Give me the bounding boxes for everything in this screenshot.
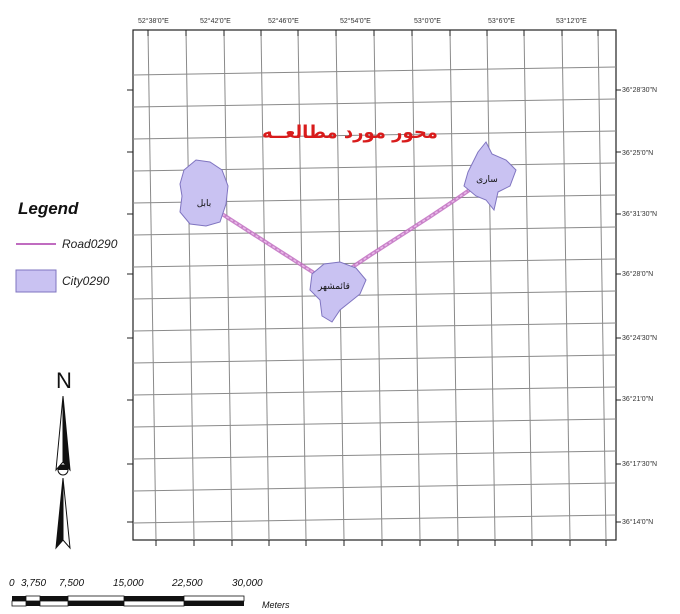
longitude-label: 52°46'0"E	[268, 17, 299, 25]
latitude-label: 36°28'0"N	[622, 270, 653, 278]
latitude-label: 36°21'0"N	[622, 395, 653, 403]
parallel-line	[132, 450, 617, 460]
scale-label: 30,000	[232, 578, 263, 589]
legend-city-symbol	[15, 269, 57, 293]
scale-label: 22,500	[171, 578, 203, 589]
parallel-line	[132, 418, 617, 428]
latitude-labels: 36°28'30"N 36°25'0"N 36°31'30"N 36°28'0"…	[622, 86, 657, 526]
meridian-line	[260, 29, 270, 541]
city-polygon-babol	[179, 159, 229, 227]
scale-bar: 0 3,750 7,500 15,000 22,500 30,000 Meter…	[9, 578, 290, 610]
city-label-sari: ساری	[476, 175, 498, 185]
longitude-label: 53°12'0"E	[556, 17, 587, 25]
longitude-label: 52°54'0"E	[340, 17, 371, 25]
latitude-label: 36°28'30"N	[622, 86, 657, 94]
scale-label: 3,750	[21, 578, 46, 589]
parallel-line	[132, 322, 617, 332]
latitude-label: 36°24'30"N	[622, 334, 657, 342]
latitude-label: 36°31'30"N	[622, 210, 657, 218]
south-arrow-right-half	[62, 477, 71, 550]
longitude-label: 53°6'0"E	[488, 17, 515, 25]
north-arrow: N	[55, 368, 72, 550]
meridian-line	[147, 29, 157, 541]
longitude-label: 53°0'0"E	[414, 17, 441, 25]
graticule	[127, 29, 621, 546]
meridian-line	[486, 29, 496, 541]
meridian-line	[449, 29, 459, 541]
parallel-line	[132, 66, 617, 76]
longitude-labels: 52°38'0"E 52°42'0"E 52°46'0"E 52°54'0"E …	[138, 17, 587, 25]
parallel-line	[132, 226, 617, 236]
city-label-qaemshahr: قائمشهر	[317, 282, 350, 292]
latitude-label: 36°25'0"N	[622, 149, 653, 157]
latitude-label: 36°14'0"N	[622, 518, 653, 526]
legend-title: Legend	[18, 199, 79, 218]
parallel-line	[132, 130, 617, 140]
meridian-line	[597, 29, 607, 541]
map-title: محور مورد مطالعــه	[262, 122, 438, 143]
scale-label: 15,000	[113, 578, 144, 589]
city-label-babol: بابل	[197, 199, 212, 209]
parallel-line	[132, 482, 617, 492]
compass-circle-fill	[58, 465, 68, 470]
scale-label: 0	[9, 578, 15, 589]
meridian-line	[523, 29, 533, 541]
legend: Legend Road0290 City0290	[15, 199, 118, 293]
south-arrow-left-half	[55, 477, 64, 550]
parallel-line	[132, 354, 617, 364]
north-label: N	[56, 368, 72, 393]
north-arrow-left-half	[55, 395, 64, 472]
parallel-line	[132, 258, 617, 268]
parallel-line	[132, 514, 617, 524]
meridian-line	[223, 29, 233, 541]
parallel-line	[132, 98, 617, 108]
meridian-line	[185, 29, 195, 541]
scale-units: Meters	[262, 600, 290, 610]
meridian-line	[297, 29, 307, 541]
legend-city-label: City0290	[62, 274, 110, 288]
latitude-label: 36°17'30"N	[622, 460, 657, 468]
city-polygon-sari	[463, 141, 517, 212]
legend-road-label: Road0290	[62, 237, 118, 251]
city-polygon-qaemshahr	[309, 261, 367, 323]
longitude-label: 52°42'0"E	[200, 17, 231, 25]
parallel-line	[132, 290, 617, 300]
meridian-line	[411, 29, 421, 541]
north-arrow-right-half	[62, 395, 71, 472]
meridian-line	[561, 29, 571, 541]
parallel-line	[132, 386, 617, 396]
map-frame	[132, 29, 617, 541]
scale-label: 7,500	[59, 578, 84, 589]
longitude-label: 52°38'0"E	[138, 17, 169, 25]
